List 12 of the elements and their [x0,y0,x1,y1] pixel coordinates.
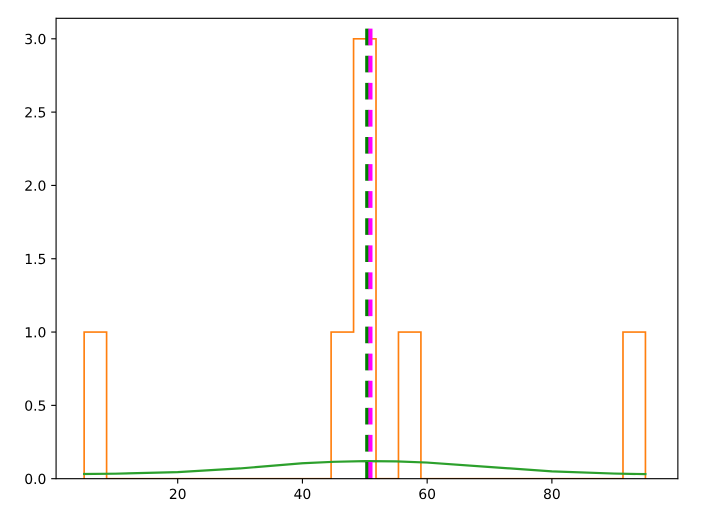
y-tick-label: 0.5 [25,400,46,411]
y-tick-label: 3.0 [25,34,46,44]
x-tick-label: 60 [419,488,436,500]
y-tick-label: 1.5 [26,254,46,264]
y-tick-label: 1.0 [26,327,46,338]
y-tick-label: 2.5 [25,107,46,118]
x-tick-label: 20 [170,488,186,500]
y-tick-label: 0.0 [25,474,46,484]
x-tick-label: 40 [294,488,310,500]
line-series [83,460,647,476]
x-tick-label: 80 [544,488,560,500]
y-tick-label: 2.0 [25,180,46,191]
